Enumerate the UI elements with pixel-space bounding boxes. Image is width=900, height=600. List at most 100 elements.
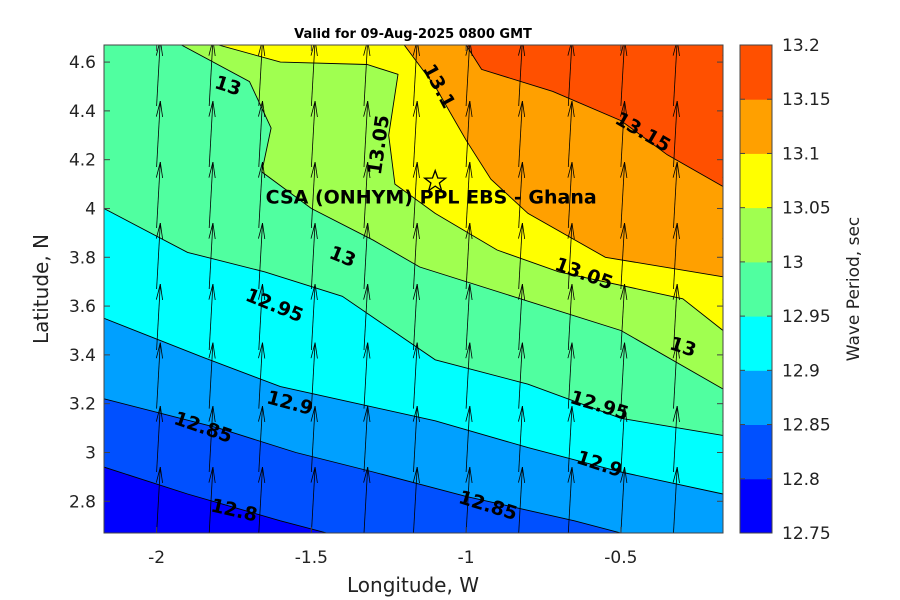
wave-arrow <box>412 342 420 409</box>
wave-arrow <box>465 467 473 533</box>
colorbar-frame <box>739 44 773 534</box>
contour-line-13.15 <box>465 45 723 187</box>
wave-arrow <box>310 222 318 290</box>
site-label: CSA (ONHYM) PPL EBS - Ghana <box>266 187 597 209</box>
colorbar-swatch-13.05 <box>740 153 772 209</box>
wave-arrow <box>412 467 420 533</box>
wave-arrow <box>620 405 628 473</box>
wave-arrow <box>465 342 473 409</box>
y-tick-label: 4.2 <box>69 151 96 171</box>
wave-arrow <box>155 45 163 107</box>
wave-arrow <box>155 467 163 533</box>
wave-arrow <box>412 223 420 290</box>
wave-arrow <box>465 223 473 290</box>
wave-arrow <box>258 100 266 168</box>
wave-arrow <box>722 418 723 472</box>
colorbar-swatch-13.15 <box>740 45 772 100</box>
colorbar-swatch-12.9 <box>740 316 772 371</box>
colorbar-swatch-12.95 <box>740 261 772 317</box>
x-tick-label: -1 <box>458 548 475 568</box>
chart-title: Valid for 09-Aug-2025 0800 GMT <box>294 27 532 42</box>
wave-arrow <box>363 161 371 229</box>
contour-line-12.9 <box>104 317 723 495</box>
wave-arrow <box>567 283 575 351</box>
colorbar-swatch-12.85 <box>740 370 772 425</box>
wave-arrow <box>722 355 723 409</box>
wave-arrow <box>518 342 526 409</box>
colorbar-swatch-12.75 <box>740 478 772 534</box>
wave-arrow <box>258 222 266 290</box>
colorbar-swatch-12.8 <box>740 424 772 480</box>
wave-arrow <box>310 405 318 473</box>
colorbar-tick-label: 13.05 <box>782 199 831 219</box>
colorbar-swatch-13 <box>740 207 772 263</box>
wave-arrow <box>465 101 473 168</box>
wave-arrow <box>620 45 628 107</box>
wave-arrow <box>155 342 163 409</box>
site-star-icon <box>422 168 448 193</box>
wave-arrow <box>672 161 680 229</box>
wave-arrow <box>518 223 526 290</box>
x-tick-label: -0.5 <box>604 548 637 568</box>
wave-arrow <box>412 162 420 229</box>
wave-arrow <box>672 405 680 473</box>
wave-arrow <box>155 223 163 290</box>
colorbar-tick-label: 13 <box>782 253 804 273</box>
wave-arrow <box>567 100 575 168</box>
colorbar-swatch-13.1 <box>740 99 772 154</box>
plot-area <box>104 45 723 533</box>
wave-arrow <box>722 174 723 228</box>
wave-arrow <box>518 101 526 168</box>
wave-arrow <box>722 296 723 350</box>
wave-arrow <box>258 283 266 351</box>
wave-arrow <box>672 100 680 168</box>
wave-arrow <box>155 162 163 229</box>
wave-arrow <box>258 466 266 533</box>
x-tick-label: -2 <box>148 548 165 568</box>
contour-line-12.8 <box>104 466 327 533</box>
x-axis-ticks: -2 -1.5 -1 -0.5 <box>148 45 637 568</box>
wave-arrow <box>310 45 318 107</box>
contour-band-13.15 <box>466 45 723 187</box>
wave-arrow <box>208 284 216 351</box>
colorbar-tick-label: 12.95 <box>782 307 831 327</box>
y-tick-label: 3 <box>85 443 96 463</box>
wave-arrow <box>620 466 628 533</box>
x-tick-label: -1.5 <box>295 548 328 568</box>
wave-arrow <box>567 45 575 107</box>
wave-arrow <box>310 342 318 409</box>
wave-arrow <box>620 161 628 229</box>
wave-arrow <box>465 45 473 107</box>
y-tick-label: 2.8 <box>69 492 96 512</box>
wave-arrow <box>258 161 266 229</box>
wave-arrow <box>363 405 371 473</box>
wave-arrow <box>363 100 371 168</box>
y-tick-label: 3.8 <box>69 248 96 268</box>
wave-arrow <box>258 45 266 107</box>
y-tick-label: 4.6 <box>69 53 96 73</box>
contour-line-13 <box>181 45 723 390</box>
wave-arrow <box>310 466 318 533</box>
site-marker-group: CSA (ONHYM) PPL EBS - Ghana <box>266 168 597 209</box>
wave-arrow <box>722 113 723 167</box>
y-axis-label: Latitude, N <box>29 234 53 344</box>
y-tick-label: 4.4 <box>69 102 96 122</box>
wave-arrow <box>518 162 526 229</box>
x-axis-label: Longitude, W <box>347 573 479 597</box>
wave-arrow <box>672 466 680 533</box>
wave-arrow <box>363 342 371 409</box>
colorbar-tick-label: 12.75 <box>782 524 831 544</box>
y-tick-label: 4 <box>85 199 96 219</box>
wave-arrow <box>567 342 575 409</box>
wave-arrow <box>465 284 473 351</box>
wave-arrow <box>208 223 216 290</box>
colorbar-tick-label: 13.2 <box>782 36 820 56</box>
wave-arrow <box>518 467 526 533</box>
contour-line-13.05 <box>218 45 723 331</box>
wave-arrow <box>722 235 723 289</box>
y-tick-label: 3.2 <box>69 395 96 415</box>
y-tick-label: 3.6 <box>69 297 96 317</box>
wave-arrow <box>620 342 628 409</box>
y-axis-ticks: 2.8 3 3.2 3.4 3.6 3.8 4 4.2 4.4 4.6 <box>69 53 723 512</box>
